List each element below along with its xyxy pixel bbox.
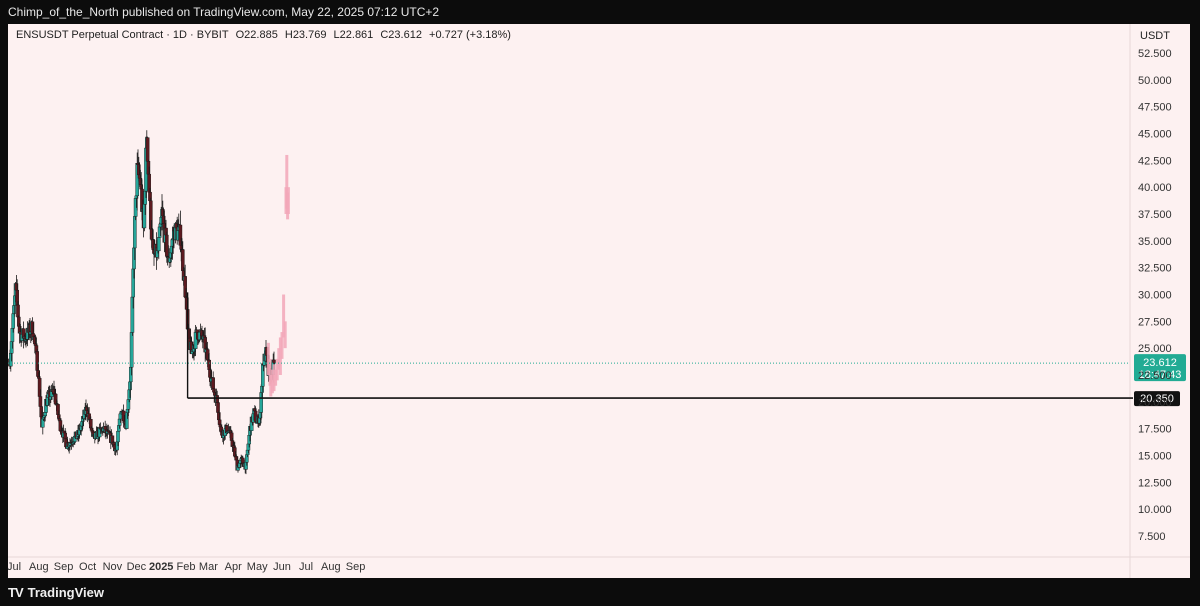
price-tick-label: 30.000 bbox=[1138, 290, 1172, 302]
time-tick-label: Feb bbox=[177, 561, 196, 573]
time-tick-label: Jun bbox=[273, 561, 291, 573]
footer-bar: TV TradingView bbox=[0, 578, 1200, 606]
high-value: H23.769 bbox=[284, 29, 327, 41]
price-tick-label: 10.000 bbox=[1138, 504, 1172, 516]
projection-bar bbox=[285, 154, 289, 209]
time-tick-label: May bbox=[247, 561, 268, 573]
open-value: O22.885 bbox=[235, 29, 278, 41]
candle-body bbox=[11, 313, 15, 329]
price-tick-label: 42.500 bbox=[1138, 155, 1172, 167]
change-value: +0.727 (+3.18%) bbox=[429, 29, 511, 41]
price-tick-label: 47.500 bbox=[1138, 102, 1172, 114]
tradingview-logo-icon: TV bbox=[8, 585, 24, 600]
projection-bar bbox=[280, 332, 284, 359]
candle-body bbox=[145, 137, 150, 162]
candle-body bbox=[116, 430, 120, 443]
price-tick-label: 17.500 bbox=[1138, 424, 1172, 436]
price-tick-label: 37.500 bbox=[1138, 209, 1172, 221]
close-value: C23.612 bbox=[380, 29, 422, 41]
price-tick-label: 27.500 bbox=[1138, 316, 1172, 328]
candle-body bbox=[43, 412, 47, 416]
projection-bar bbox=[269, 375, 273, 397]
candle-body bbox=[156, 237, 161, 252]
publish-info: Chimp_of_the_North published on TradingV… bbox=[8, 5, 440, 19]
tradingview-logo[interactable]: TV TradingView bbox=[8, 585, 104, 600]
symbol-legend: ENSUSDT Perpetual Contract · 1D · BYBIT … bbox=[16, 29, 515, 41]
candle-body bbox=[211, 377, 216, 390]
low-value: L22.861 bbox=[333, 29, 374, 41]
projection-bar bbox=[283, 321, 287, 349]
projection-bar bbox=[275, 358, 279, 381]
symbol-title[interactable]: ENSUSDT Perpetual Contract · 1D · BYBIT bbox=[16, 29, 229, 41]
projection-bar bbox=[270, 369, 274, 394]
price-tick-label: 7.500 bbox=[1138, 531, 1166, 543]
time-tick-label: 2025 bbox=[149, 561, 173, 573]
projection-bar bbox=[274, 369, 278, 386]
time-tick-label: Sep bbox=[346, 561, 366, 573]
chart-panel[interactable]: 23.612 18:47:43 20.350 USDT 52.500 50.000 47.… bbox=[8, 24, 1190, 578]
price-tick-label: 32.500 bbox=[1138, 263, 1172, 275]
projection-bar bbox=[268, 358, 272, 386]
last-price-label: 23.612 bbox=[1143, 357, 1177, 369]
time-tick-label: Aug bbox=[29, 561, 49, 573]
time-tick-label: Jul bbox=[8, 561, 21, 573]
projection-bar bbox=[282, 294, 286, 338]
candle-body bbox=[132, 216, 137, 249]
last-price-label-bg bbox=[1134, 354, 1186, 382]
candle-body bbox=[272, 359, 276, 364]
projection-bar bbox=[278, 337, 282, 375]
bar-countdown-label: 18:47:43 bbox=[1139, 369, 1182, 381]
price-tick-label: 15.000 bbox=[1138, 451, 1172, 463]
time-tick-label: Nov bbox=[103, 561, 123, 573]
price-tick-label: 22.500 bbox=[1138, 370, 1172, 382]
candles-layer bbox=[8, 130, 276, 475]
candle-body bbox=[240, 457, 245, 464]
time-tick-label: Dec bbox=[127, 561, 147, 573]
candle-body bbox=[16, 304, 20, 318]
price-axis-currency: USDT bbox=[1140, 30, 1170, 42]
support-price-label-bg bbox=[1134, 391, 1180, 407]
support-price-label: 20.350 bbox=[1140, 393, 1174, 405]
price-tick-label: 20.000 bbox=[1138, 397, 1172, 409]
projection-layer bbox=[266, 154, 290, 397]
candle-body bbox=[38, 396, 43, 407]
time-tick-label: Oct bbox=[79, 561, 96, 573]
time-tick-label: Jul bbox=[299, 561, 313, 573]
price-tick-label: 40.000 bbox=[1138, 182, 1172, 194]
time-tick-label: Aug bbox=[321, 561, 341, 573]
projection-bar bbox=[277, 348, 281, 370]
candle-body bbox=[215, 395, 220, 403]
projection-bar bbox=[272, 364, 276, 392]
price-tick-label: 12.500 bbox=[1138, 477, 1172, 489]
candle-body bbox=[129, 332, 134, 368]
candle-body bbox=[118, 413, 123, 420]
projection-bar bbox=[266, 342, 270, 375]
price-tick-label: 35.000 bbox=[1138, 236, 1172, 248]
grid-layer bbox=[8, 24, 1190, 578]
price-tick-label: 52.500 bbox=[1138, 48, 1172, 60]
price-tick-label: 25.000 bbox=[1138, 343, 1172, 355]
axis-layer: USDT 52.500 50.000 47.500 45.000 42.500 40.000… bbox=[8, 30, 1172, 573]
price-tick-label: 50.000 bbox=[1138, 75, 1172, 87]
time-tick-label: Apr bbox=[225, 561, 242, 573]
candle-body bbox=[164, 234, 169, 257]
time-tick-label: Sep bbox=[54, 561, 74, 573]
projection-bar bbox=[286, 187, 290, 214]
tradingview-logo-text: TradingView bbox=[27, 585, 104, 600]
time-tick-label: Mar bbox=[199, 561, 218, 573]
price-tick-label: 45.000 bbox=[1138, 129, 1172, 141]
